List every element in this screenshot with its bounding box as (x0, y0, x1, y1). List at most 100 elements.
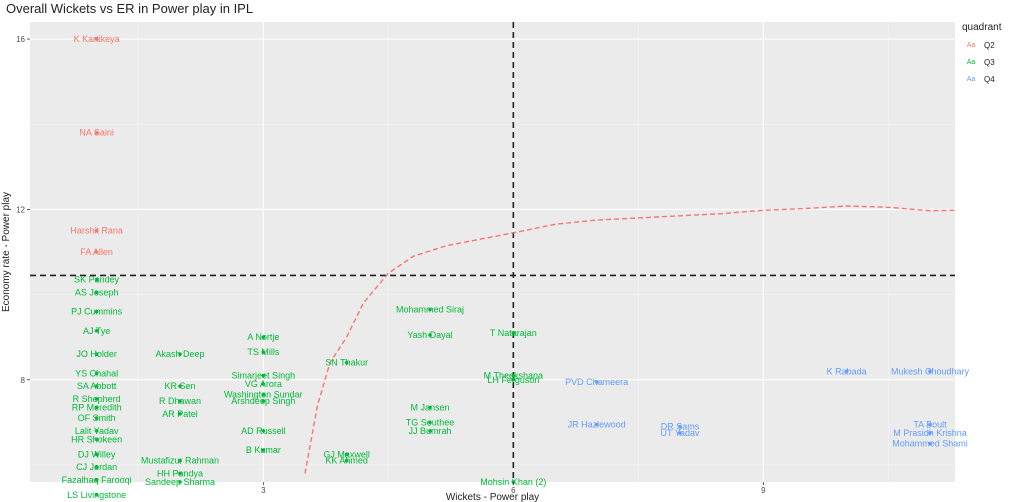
point-vg-arora (261, 382, 266, 386)
point-label-kr-sen: KR Sen (164, 381, 195, 391)
point-m-jansen (428, 405, 432, 410)
y-axis-title: Economy rate - Power play (1, 192, 12, 312)
point-label-a-nortje: A Nortje (247, 332, 279, 342)
point-arshdeep-singh (261, 399, 266, 403)
point-label-dj-willey: DJ Willey (78, 449, 116, 459)
point-label-mohammed-siraj: Mohammed Siraj (396, 305, 464, 315)
point-label-tg-southee: TG Southee (406, 417, 455, 427)
point-sandeep-sharma (178, 480, 182, 484)
point-fa-allen (94, 250, 99, 254)
legend: quadrant Aa Q2 Aa Q3 Aa Q4 (962, 22, 1001, 88)
point-r-shepherd (94, 397, 99, 401)
point-mukesh-choudhary (928, 369, 932, 374)
x-tick-label-2: 9 (761, 486, 766, 495)
point-label-mustafizur-rahman: Mustafizur Rahman (141, 456, 219, 466)
point-jr-hazlewood (594, 422, 599, 427)
x-tick-label-1: 6 (511, 486, 516, 495)
point-label-k-kartikeya: K Kartikeya (74, 34, 120, 44)
point-pj-cummins (94, 309, 99, 314)
point-label-washington-sundar: Washington Sundar (224, 390, 303, 400)
point-label-vg-arora: VG Arora (245, 379, 282, 389)
point-label-pvd-chameera: PVD Chameera (565, 377, 628, 387)
point-tg-southee (428, 420, 432, 425)
point-label-m-theekshana: M Theekshana (484, 371, 543, 381)
point-m-theekshana (511, 373, 516, 378)
legend-label-q4: Q4 (984, 75, 995, 84)
legend-item-q2: Aa Q2 (962, 37, 1001, 54)
point-ut-yadav (678, 431, 682, 435)
point-a-nortje (261, 335, 266, 339)
point-harshit-rana (94, 228, 99, 233)
point-label-ar-patel: AR Patel (162, 409, 198, 419)
point-label-sn-thakur: SN Thakur (325, 358, 368, 368)
point-label-lalit-yadav: Lalit Yadav (75, 426, 119, 436)
point-aj-tye (94, 328, 99, 333)
point-mustafizur-rahman (178, 458, 182, 463)
point-label-sandeep-sharma: Sandeep Sharma (145, 477, 215, 487)
point-mohammed-shami (928, 441, 932, 446)
point-sa-abbott (94, 384, 99, 388)
point-label-fa-allen: FA Allen (80, 247, 113, 257)
point-label-hh-pandya: HH Pandya (157, 468, 203, 478)
point-label-simarjeet-singh: Simarjeet Singh (232, 371, 296, 381)
trend-line (304, 205, 956, 474)
x-tick-label-0: 3 (261, 486, 266, 495)
legend-item-q3: Aa Q3 (962, 54, 1001, 71)
legend-key-q4: Aa (966, 76, 976, 83)
point-of-smith (94, 416, 99, 420)
point-sk-pandey (94, 277, 99, 282)
point-dj-willey (94, 452, 99, 457)
point-k-kartikeya (94, 37, 99, 41)
y-tick-label-0: 8 (21, 376, 26, 385)
point-label-lh-ferguson: LH Ferguson (487, 375, 539, 385)
point-label-hr-shokeen: HR Shokeen (71, 434, 122, 444)
point-sn-thakur (344, 360, 349, 365)
point-hh-pandya (178, 471, 182, 476)
point-lh-ferguson (511, 377, 516, 382)
point-label-ys-chahal: YS Chahal (75, 368, 118, 378)
point-label-mohammed-shami: Mohammed Shami (892, 439, 968, 449)
point-label-dr-sams: DR Sams (661, 422, 700, 432)
point-label-kk-ahmed: KK Ahmed (325, 456, 368, 466)
trend-curve (304, 205, 956, 474)
point-label-aj-tye: AJ Tye (83, 326, 110, 336)
point-label-m-jansen: M Jansen (410, 402, 449, 412)
point-label-mukesh-choudhary: Mukesh Choudhary (891, 366, 970, 376)
point-ta-boult (928, 422, 932, 427)
point-label-sk-pandey: SK Pandey (74, 275, 120, 285)
point-label-harshit-rana: Harshit Rana (70, 226, 123, 236)
x-axis-title: Wickets - Power play (446, 492, 539, 502)
point-label-ut-yadav: UT Yadav (660, 428, 700, 438)
point-mohammed-siraj (428, 307, 432, 312)
point-ar-patel (178, 412, 182, 416)
point-na-saini (94, 130, 99, 135)
point-label-cj-jordan: CJ Jordan (76, 462, 117, 472)
point-as-joseph (94, 290, 99, 295)
point-kk-ahmed (344, 458, 349, 463)
legend-title: quadrant (962, 22, 1002, 33)
point-jj-bumrah (428, 429, 432, 433)
legend-key-q2: Aa (966, 42, 976, 49)
point-label-gj-maxwell: GJ Maxwell (323, 449, 370, 459)
point-label-r-shepherd: R Shepherd (73, 394, 121, 404)
point-label-ts-mills: TS Mills (247, 347, 279, 357)
point-label-yash-dayal: Yash Dayal (407, 330, 452, 340)
point-label-b-kumar: B Kumar (246, 445, 281, 455)
point-label-rp-meredith: RP Meredith (72, 402, 122, 412)
point-label-fazalhaq-farooqi: Fazalhaq Farooqi (62, 475, 132, 485)
point-dr-sams (678, 424, 682, 429)
point-fazalhaq-farooqi (94, 478, 99, 482)
point-label-jo-holder: JO Holder (76, 349, 117, 359)
y-tick-label-1: 12 (16, 205, 25, 214)
chart-title: Overall Wickets vs ER in Power play in I… (6, 1, 254, 16)
point-gj-maxwell (344, 452, 349, 457)
point-ad-russell (261, 429, 266, 433)
point-t-natarajan (511, 331, 516, 335)
y-tick-label-2: 16 (16, 35, 25, 44)
point-r-dhawan (178, 399, 182, 403)
point-m-prasidh-krishna (928, 431, 932, 435)
point-label-arshdeep-singh: Arshdeep Singh (231, 396, 295, 406)
legend-key-q3: Aa (966, 59, 976, 66)
point-simarjeet-singh (261, 373, 266, 378)
